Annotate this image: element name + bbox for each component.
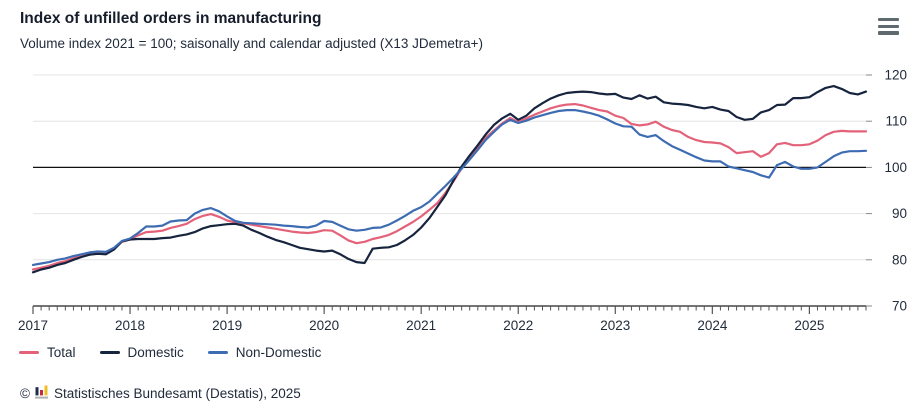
y-axis-label: 90 — [892, 206, 907, 221]
legend-label-domestic: Domestic — [127, 345, 184, 360]
y-axis-label: 110 — [885, 114, 907, 129]
copyright-sign: © — [20, 386, 30, 401]
legend-marker-domestic — [99, 350, 120, 355]
legend-item-domestic[interactable]: Domestic — [99, 345, 184, 360]
legend-label-non-domestic: Non-Domestic — [235, 345, 322, 360]
hamburger-menu-icon[interactable] — [878, 18, 899, 35]
chart-footer: © Statistisches Bundesamt (Destatis), 20… — [20, 385, 301, 402]
x-axis-label: 2018 — [115, 318, 145, 333]
y-axis-label: 120 — [884, 68, 907, 83]
x-axis-label: 2017 — [18, 318, 48, 333]
chart-plot: 70 80 90 100 110 120 2017 2018 2019 2020 2021 2022 2… — [18, 68, 907, 334]
y-axis-label: 80 — [892, 252, 907, 267]
x-axis-label: 2024 — [697, 318, 728, 333]
legend-label-total: Total — [47, 345, 76, 360]
legend-marker-total — [19, 350, 39, 355]
destatis-bar-chart-icon — [34, 385, 49, 402]
chart-subtitle: Volume index 2021 = 100; saisonally and … — [20, 36, 484, 51]
legend-marker-non-domestic — [207, 350, 228, 355]
legend-item-non-domestic[interactable]: Non-Domestic — [207, 345, 322, 360]
page-title: Index of unfilled orders in manufacturin… — [20, 10, 322, 27]
x-axis-label: 2023 — [600, 318, 630, 333]
y-axis-label: 100 — [884, 160, 907, 175]
x-axis-label: 2019 — [212, 318, 242, 333]
chart-legend: Total Domestic Non-Domestic — [19, 345, 321, 360]
legend-item-total[interactable]: Total — [19, 345, 76, 360]
x-axis-label: 2025 — [794, 318, 824, 333]
y-axis-label: 70 — [892, 299, 907, 314]
series-line-domestic — [31, 85, 868, 274]
x-axis-label: 2021 — [406, 318, 436, 333]
x-axis-label: 2020 — [309, 318, 339, 333]
x-axis-label: 2022 — [503, 318, 533, 333]
footer-source-text: Statistisches Bundesamt (Destatis), 2025 — [53, 386, 301, 401]
series-line-non-domestic — [31, 108, 868, 266]
